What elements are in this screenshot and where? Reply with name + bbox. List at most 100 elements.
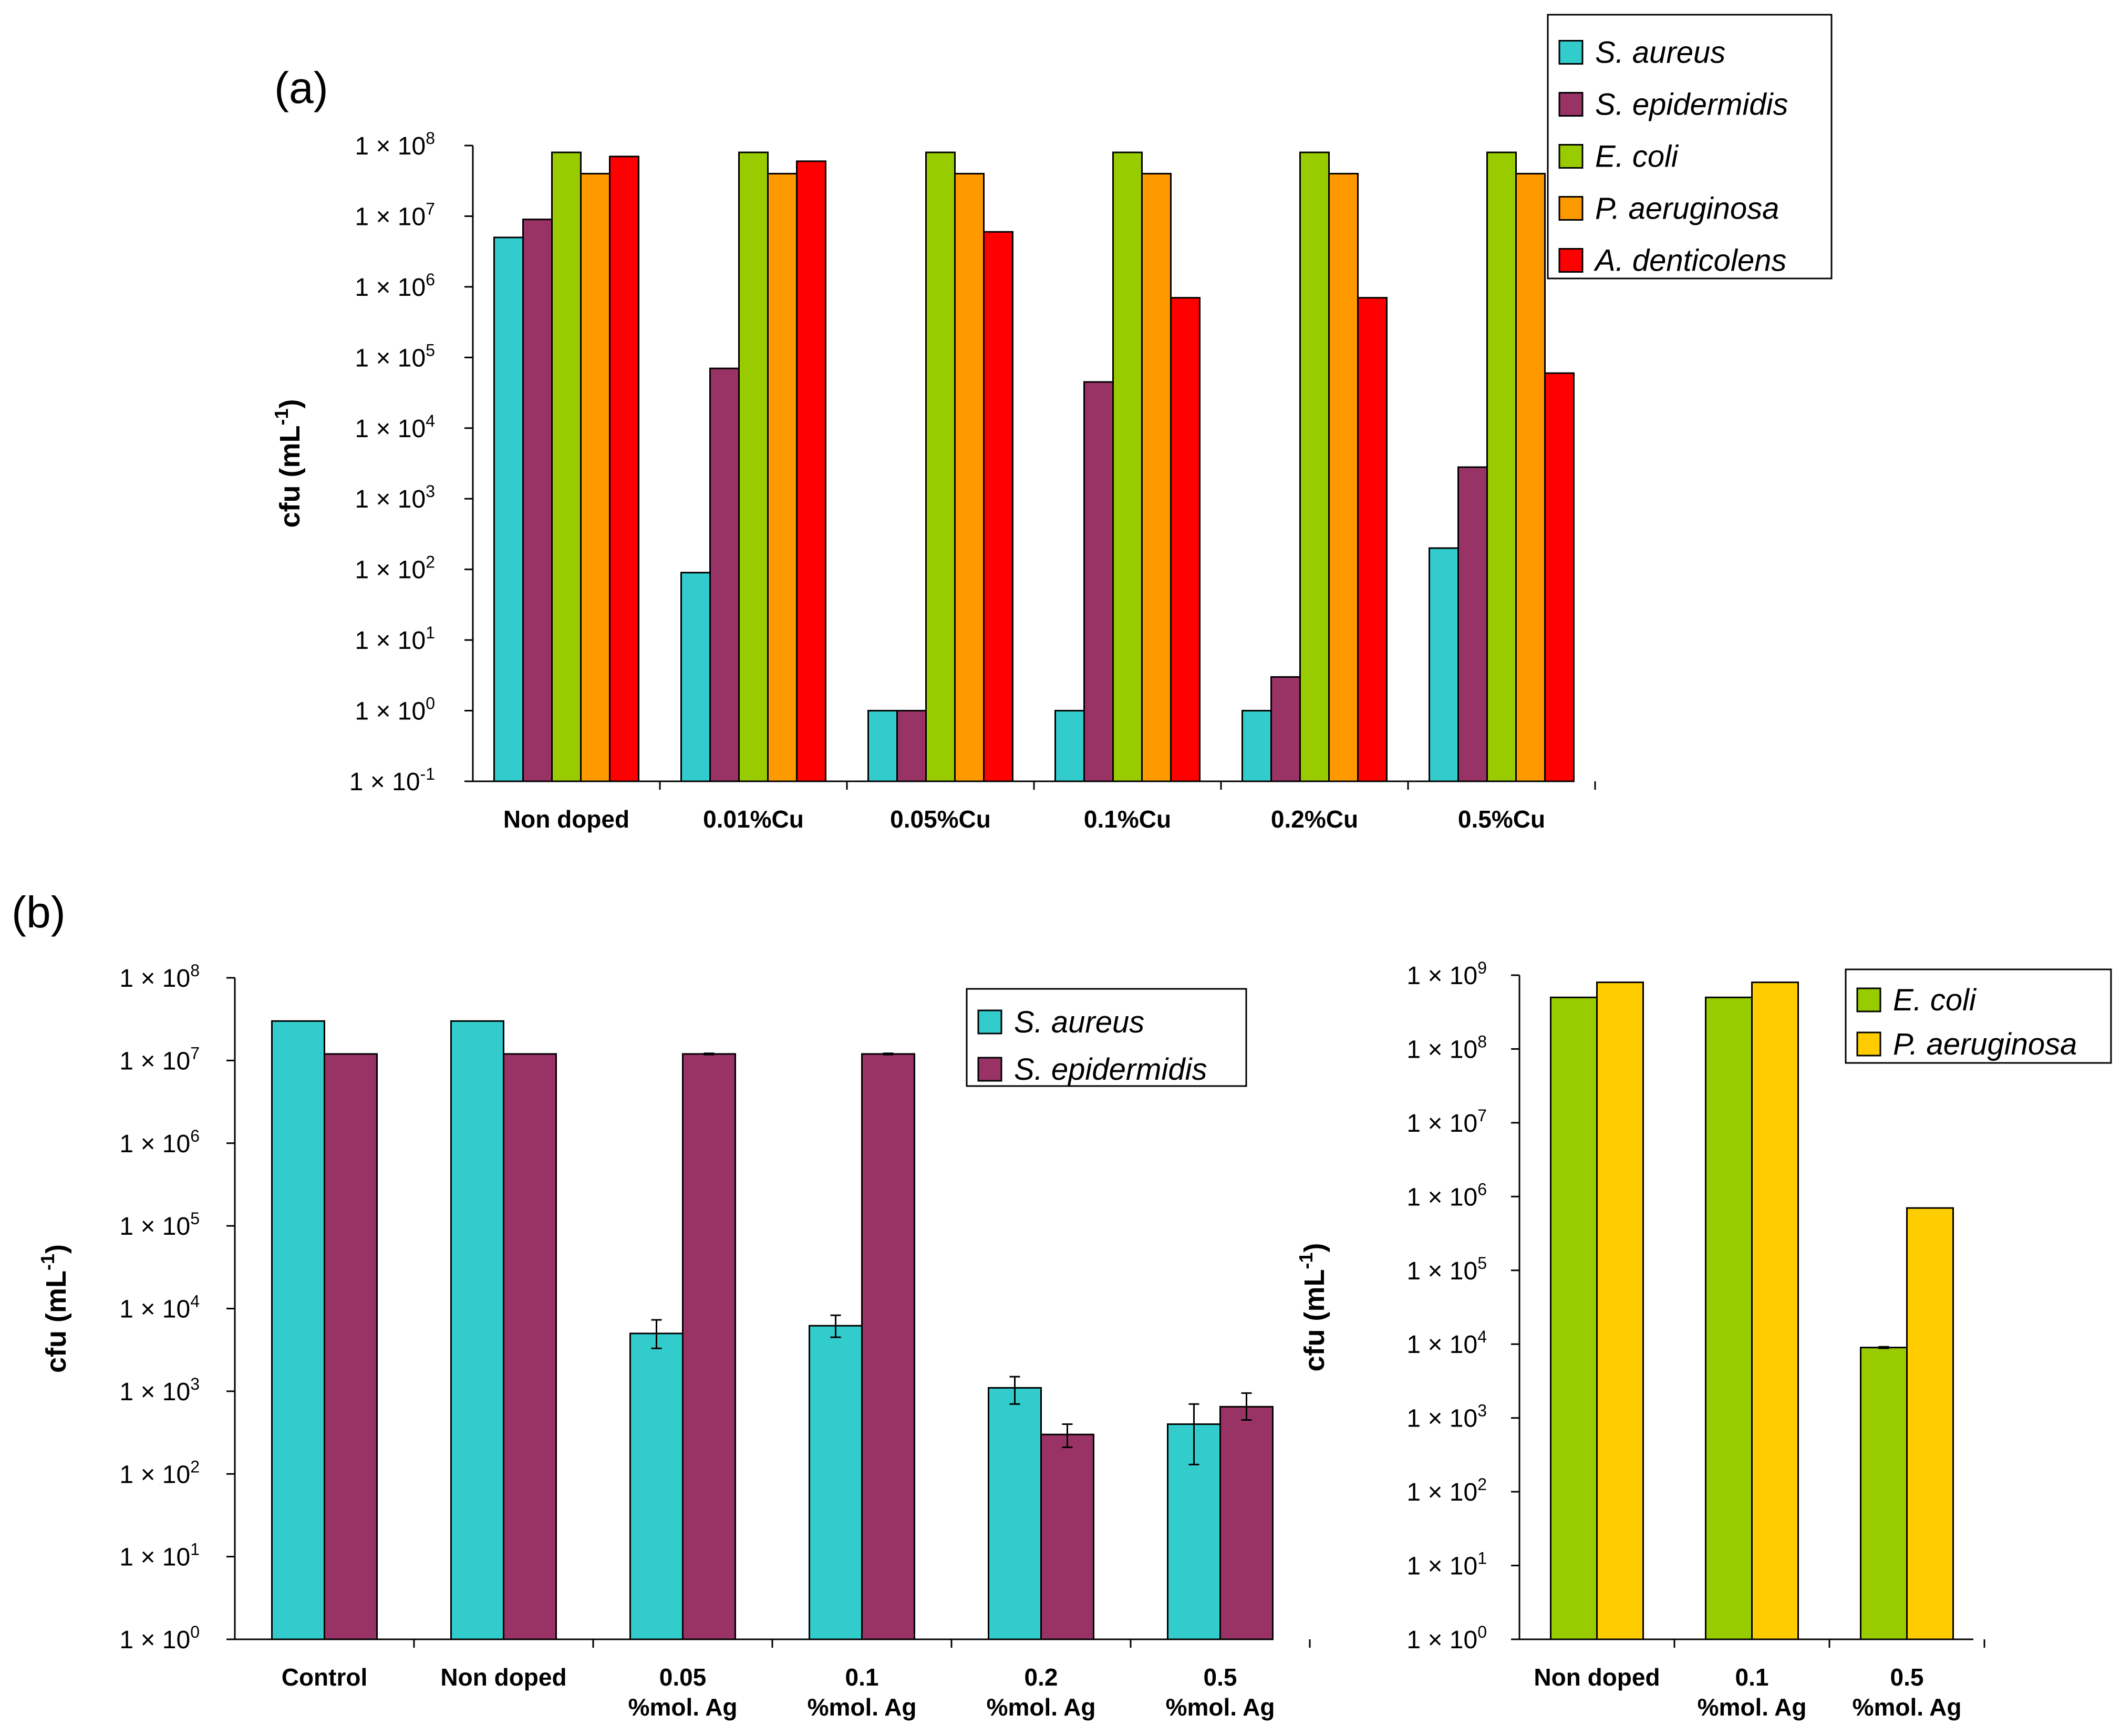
chart-a-ytick-label: 1 × 104	[355, 411, 435, 443]
chart-a-bar-e-coli	[925, 151, 956, 782]
chart-b2-ytick-label: 1 × 105	[1406, 1254, 1487, 1285]
chart-a-ytick-label: 1 × 103	[355, 482, 435, 513]
chart-a-category-label: 0.01%Cu	[703, 805, 804, 833]
chart-a-ytick-label: 1 × 102	[355, 553, 435, 584]
chart-a-bar-p-aeruginosa	[767, 173, 798, 782]
chart-b1-y-axis-label: cfu (mL-1)	[37, 1244, 72, 1373]
chart-a-bar-s-epidermidis	[522, 219, 553, 782]
chart-b1-category-label: 0.05	[659, 1663, 707, 1691]
chart-b1-legend-swatch	[977, 1009, 1002, 1035]
chart-a-y-axis-label: cfu (mL-1)	[271, 399, 306, 528]
chart-b1-bar-s-aureus	[809, 1325, 863, 1640]
chart-b1-ytick-label: 1 × 103	[119, 1375, 200, 1406]
chart-b2-bar-e-coli	[1705, 996, 1753, 1640]
chart-b1: (b) 1 × 100 1 × 101 1 × 102 1 × 103 1 × 104 1 …	[12, 887, 1311, 1721]
chart-a-bar-p-aeruginosa	[580, 173, 611, 782]
chart-a-ytick-label: 1 × 108	[355, 129, 435, 160]
chart-a-legend-swatch	[1558, 196, 1584, 221]
chart-b1-legend	[966, 988, 1247, 1087]
chart-b1-ytick-label: 1 × 105	[119, 1209, 200, 1241]
chart-b1-bar-s-aureus	[988, 1387, 1042, 1640]
chart-a-bar-e-coli	[1112, 151, 1143, 782]
chart-a-bar-a-denticolens	[609, 156, 639, 782]
chart-a-bar-s-aureus	[1054, 710, 1085, 782]
chart-b2-legend-swatch	[1856, 1031, 1881, 1057]
chart-b1-ytick-label: 1 × 102	[119, 1457, 200, 1489]
chart-a-category-label: 0.2%Cu	[1271, 805, 1358, 833]
chart-b1-category-label: %mol. Ag	[987, 1693, 1096, 1721]
chart-a-legend-label: S. epidermidis	[1595, 88, 1788, 122]
chart-a-legend-label: A. denticolens	[1594, 244, 1786, 278]
chart-a-bar-e-coli	[738, 151, 769, 782]
chart-a-category-label: 0.05%Cu	[890, 805, 991, 833]
chart-b2-legend	[1845, 968, 2112, 1064]
chart-b2-legend-label: E. coli	[1893, 983, 1977, 1017]
chart-a-bar-a-denticolens	[796, 160, 826, 782]
chart-a-legend-label: E. coli	[1595, 140, 1679, 174]
chart-b2-y-axis-label: cfu (mL-1)	[1295, 1243, 1330, 1372]
chart-b1-category-label: Control	[282, 1663, 368, 1691]
chart-b1-bar-s-aureus	[450, 1020, 504, 1640]
chart-a-ytick-label: 1 × 101	[355, 623, 435, 655]
chart-a-legend	[1547, 14, 1833, 280]
chart-a-bar-a-denticolens	[1170, 297, 1201, 782]
chart-a-bar-s-aureus	[680, 572, 711, 782]
chart-a-legend-swatch	[1558, 248, 1584, 273]
chart-a-legend-label: P. aeruginosa	[1595, 192, 1779, 226]
chart-b1-legend-label: S. aureus	[1014, 1005, 1144, 1039]
chart-a-bar-s-epidermidis	[1457, 466, 1488, 782]
chart-a-bar-s-aureus	[867, 710, 898, 782]
chart-a-panel-label: (a)	[274, 63, 328, 112]
chart-b1-bar-s-epidermidis	[861, 1053, 915, 1640]
chart-a-legend-label: S. aureus	[1595, 36, 1725, 70]
chart-b2-ytick-label: 1 × 101	[1406, 1549, 1487, 1580]
chart-a-legend-swatch	[1558, 40, 1584, 65]
chart-a-category-label: 0.5%Cu	[1458, 805, 1545, 833]
chart-a-legend-swatch	[1558, 144, 1584, 169]
chart-b1-ytick-label: 1 × 108	[119, 961, 200, 993]
chart-a-bar-a-denticolens	[983, 231, 1013, 782]
chart-b2-legend-swatch	[1856, 987, 1881, 1012]
chart-b1-bar-s-epidermidis	[1040, 1433, 1094, 1640]
chart-b1-legend-swatch	[977, 1057, 1002, 1082]
chart-b2-bar-e-coli	[1860, 1347, 1908, 1640]
chart-b1-legend-label: S. epidermidis	[1014, 1052, 1207, 1087]
chart-a-bar-s-aureus	[493, 236, 524, 782]
chart-a-category-label: Non doped	[503, 805, 629, 833]
chart-b1-ytick-label: 1 × 100	[119, 1623, 200, 1654]
chart-a-bar-p-aeruginosa	[1515, 173, 1546, 782]
chart-b2-bar-p-aeruginosa	[1596, 981, 1644, 1640]
chart-a-bar-s-epidermidis	[1083, 381, 1114, 782]
chart-b2: 1 × 100 1 × 101 1 × 102 1 × 103 1 × 104 1 × 1…	[1295, 958, 2112, 1721]
chart-b1-bar-s-aureus	[271, 1020, 325, 1640]
chart-b2-category-label: %mol. Ag	[1698, 1693, 1807, 1721]
chart-b2-ytick-label: 1 × 100	[1406, 1623, 1487, 1654]
chart-b1-ytick-label: 1 × 104	[119, 1292, 200, 1324]
chart-a-bar-e-coli	[1299, 151, 1330, 782]
chart-a-legend-swatch	[1558, 92, 1584, 117]
chart-b2-ytick-label: 1 × 107	[1406, 1106, 1487, 1138]
chart-b1-ytick-label: 1 × 106	[119, 1127, 200, 1158]
chart-a-bar-s-aureus	[1241, 710, 1272, 782]
chart-b2-category-label: 0.5	[1890, 1663, 1924, 1691]
chart-a-ytick-label: 1 × 10-1	[349, 764, 435, 796]
chart-b1-bar-s-epidermidis	[1219, 1406, 1274, 1640]
chart-a-bar-s-epidermidis	[1270, 676, 1301, 782]
chart-a-ytick-label: 1 × 107	[355, 199, 435, 231]
chart-b2-ytick-label: 1 × 102	[1406, 1475, 1487, 1506]
chart-b1-bar-s-epidermidis	[503, 1053, 557, 1640]
chart-a-bar-e-coli	[1486, 151, 1517, 782]
chart-b2-category-label: %mol. Ag	[1853, 1693, 1962, 1721]
chart-a-ytick-label: 1 × 106	[355, 270, 435, 302]
chart-a-bar-s-aureus	[1429, 547, 1459, 782]
chart-b2-ytick-label: 1 × 103	[1406, 1401, 1487, 1433]
chart-a-bar-e-coli	[551, 151, 582, 782]
chart-a-ytick-label: 1 × 105	[355, 340, 435, 372]
chart-b2-category-label: Non doped	[1534, 1663, 1660, 1691]
chart-b2-ytick-label: 1 × 109	[1406, 958, 1487, 990]
chart-b1-bar-s-epidermidis	[324, 1053, 378, 1640]
chart-a-bar-p-aeruginosa	[1328, 173, 1359, 782]
chart-b1-bar-s-epidermidis	[682, 1053, 736, 1640]
chart-b1-category-label: %mol. Ag	[808, 1693, 917, 1721]
chart-b1-category-label: 0.2	[1025, 1663, 1058, 1691]
